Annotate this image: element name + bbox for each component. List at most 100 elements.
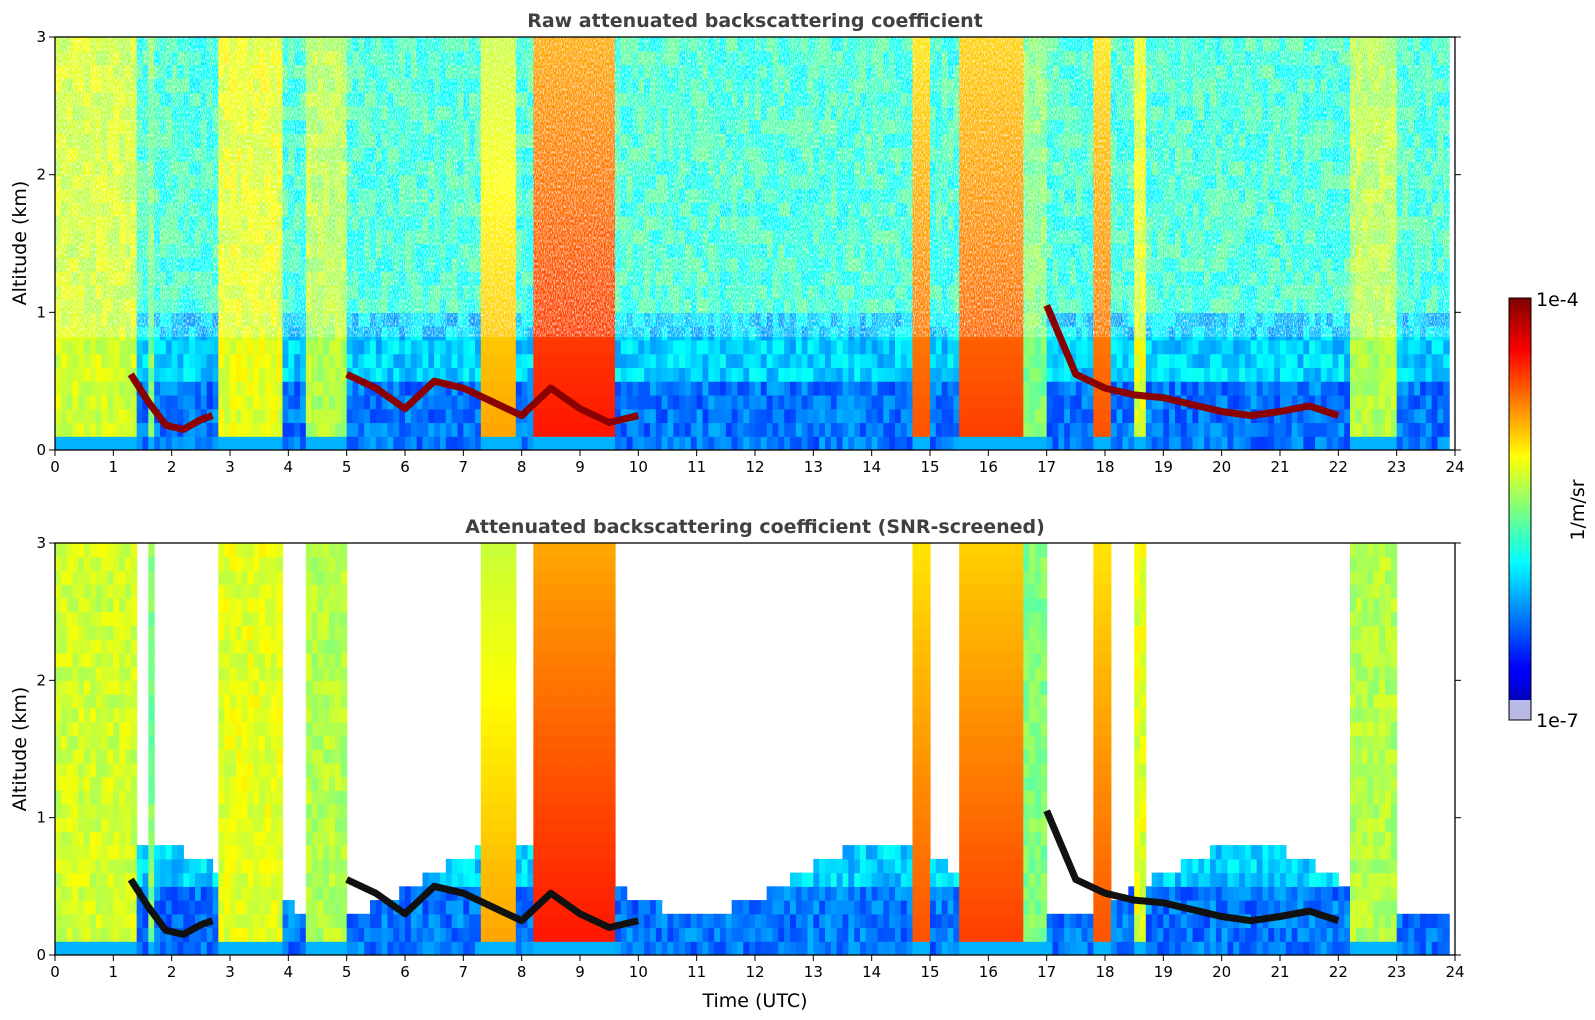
heatmap-cell — [125, 339, 132, 355]
heatmap-cell — [300, 436, 307, 450]
heatmap-cell — [813, 353, 820, 368]
heatmap-cell — [889, 394, 896, 410]
heatmap-cell — [160, 381, 167, 396]
heatmap-cell — [294, 408, 301, 424]
heatmap-cell — [480, 339, 488, 355]
heatmap-cell — [574, 422, 581, 437]
heatmap-cell — [609, 408, 616, 424]
heatmap-cell — [393, 422, 400, 437]
heatmap-cell — [1023, 367, 1030, 382]
heatmap-cell — [982, 381, 989, 396]
heatmap-cell — [655, 436, 663, 450]
heatmap-cell — [731, 367, 739, 382]
heatmap-cell — [871, 422, 879, 437]
heatmap-cell — [259, 367, 266, 382]
heatmap-cell — [230, 436, 237, 450]
heatmap-cell — [107, 436, 114, 450]
heatmap-cell — [95, 436, 103, 450]
heatmap-cell — [585, 394, 593, 410]
heatmap-cell — [352, 381, 359, 396]
heatmap-cell — [55, 422, 62, 437]
heatmap-cell — [195, 381, 202, 396]
heatmap-cell — [667, 353, 674, 368]
heatmap-cell — [136, 408, 144, 424]
heatmap-cell — [1000, 408, 1007, 424]
heatmap-cell — [230, 367, 237, 382]
heatmap-cell — [930, 381, 937, 396]
heatmap-cell — [136, 353, 144, 368]
heatmap-cell — [609, 394, 616, 410]
heatmap-cell — [218, 339, 225, 355]
heatmap-cell — [335, 367, 342, 382]
heatmap-cell — [1005, 408, 1013, 424]
heatmap-cell — [364, 422, 371, 437]
heatmap-cell — [451, 408, 459, 424]
heatmap-cell — [795, 422, 803, 437]
heatmap-cell — [574, 339, 581, 355]
heatmap-cell — [457, 408, 464, 424]
heatmap-cell — [119, 353, 126, 368]
heatmap-cell — [457, 339, 464, 355]
heatmap-cell — [784, 394, 791, 410]
heatmap-cell — [165, 408, 173, 424]
heatmap-cell — [171, 339, 179, 355]
heatmap-cell — [288, 339, 295, 355]
heatmap-cell — [160, 394, 167, 410]
heatmap-cell — [95, 381, 103, 396]
heatmap-cell — [877, 408, 884, 424]
heatmap-cell — [160, 436, 167, 450]
heatmap-cell — [177, 339, 184, 355]
heatmap-cell — [212, 394, 219, 410]
heatmap-cell — [475, 408, 482, 424]
heatmap-cell — [241, 367, 249, 382]
heatmap-cell — [154, 339, 161, 355]
heatmap-cell — [673, 353, 680, 368]
heatmap-cell — [749, 353, 756, 368]
heatmap-cell — [95, 367, 103, 382]
heatmap-cell — [854, 339, 861, 355]
heatmap-cell — [772, 436, 779, 450]
heatmap-cell — [533, 353, 540, 368]
heatmap-cell — [953, 339, 960, 355]
heatmap-cell — [521, 367, 529, 382]
heatmap-cell — [393, 367, 400, 382]
heatmap-cell — [830, 381, 838, 396]
heatmap-cell — [1017, 422, 1024, 437]
heatmap-cell — [976, 422, 984, 437]
heatmap-cell — [119, 408, 126, 424]
heatmap-cell — [183, 408, 190, 424]
heatmap-cell — [813, 394, 820, 410]
heatmap-cell — [679, 381, 686, 396]
heatmap-cell — [825, 353, 832, 368]
heatmap-cell — [72, 381, 79, 396]
heatmap-cell — [784, 339, 791, 355]
heatmap-cell — [206, 381, 214, 396]
heatmap-cell — [865, 381, 873, 396]
heatmap-cell — [562, 422, 569, 437]
heatmap-cell — [212, 367, 219, 382]
heatmap-cell — [200, 436, 208, 450]
heatmap-cell — [195, 408, 202, 424]
heatmap-cell — [364, 381, 371, 396]
heatmap-cell — [521, 436, 529, 450]
heatmap-cell — [445, 367, 453, 382]
heatmap-cell — [1023, 422, 1030, 437]
heatmap-cell — [766, 339, 774, 355]
heatmap-cell — [160, 353, 167, 368]
heatmap-cell — [387, 422, 394, 437]
heatmap-cell — [784, 422, 791, 437]
heatmap-cell — [189, 381, 196, 396]
heatmap-cell — [883, 422, 890, 437]
heatmap-cell — [860, 436, 867, 450]
heatmap-cell — [521, 394, 529, 410]
heatmap-cell — [825, 339, 832, 355]
heatmap-cell — [895, 408, 902, 424]
heatmap-cell — [492, 408, 499, 424]
heatmap-cell — [399, 339, 406, 355]
heatmap-cell — [609, 436, 616, 450]
heatmap-cell — [661, 381, 669, 396]
heatmap-cell — [679, 394, 686, 410]
heatmap-cell — [381, 436, 389, 450]
heatmap-cell — [66, 394, 74, 410]
heatmap-cell — [142, 381, 149, 396]
